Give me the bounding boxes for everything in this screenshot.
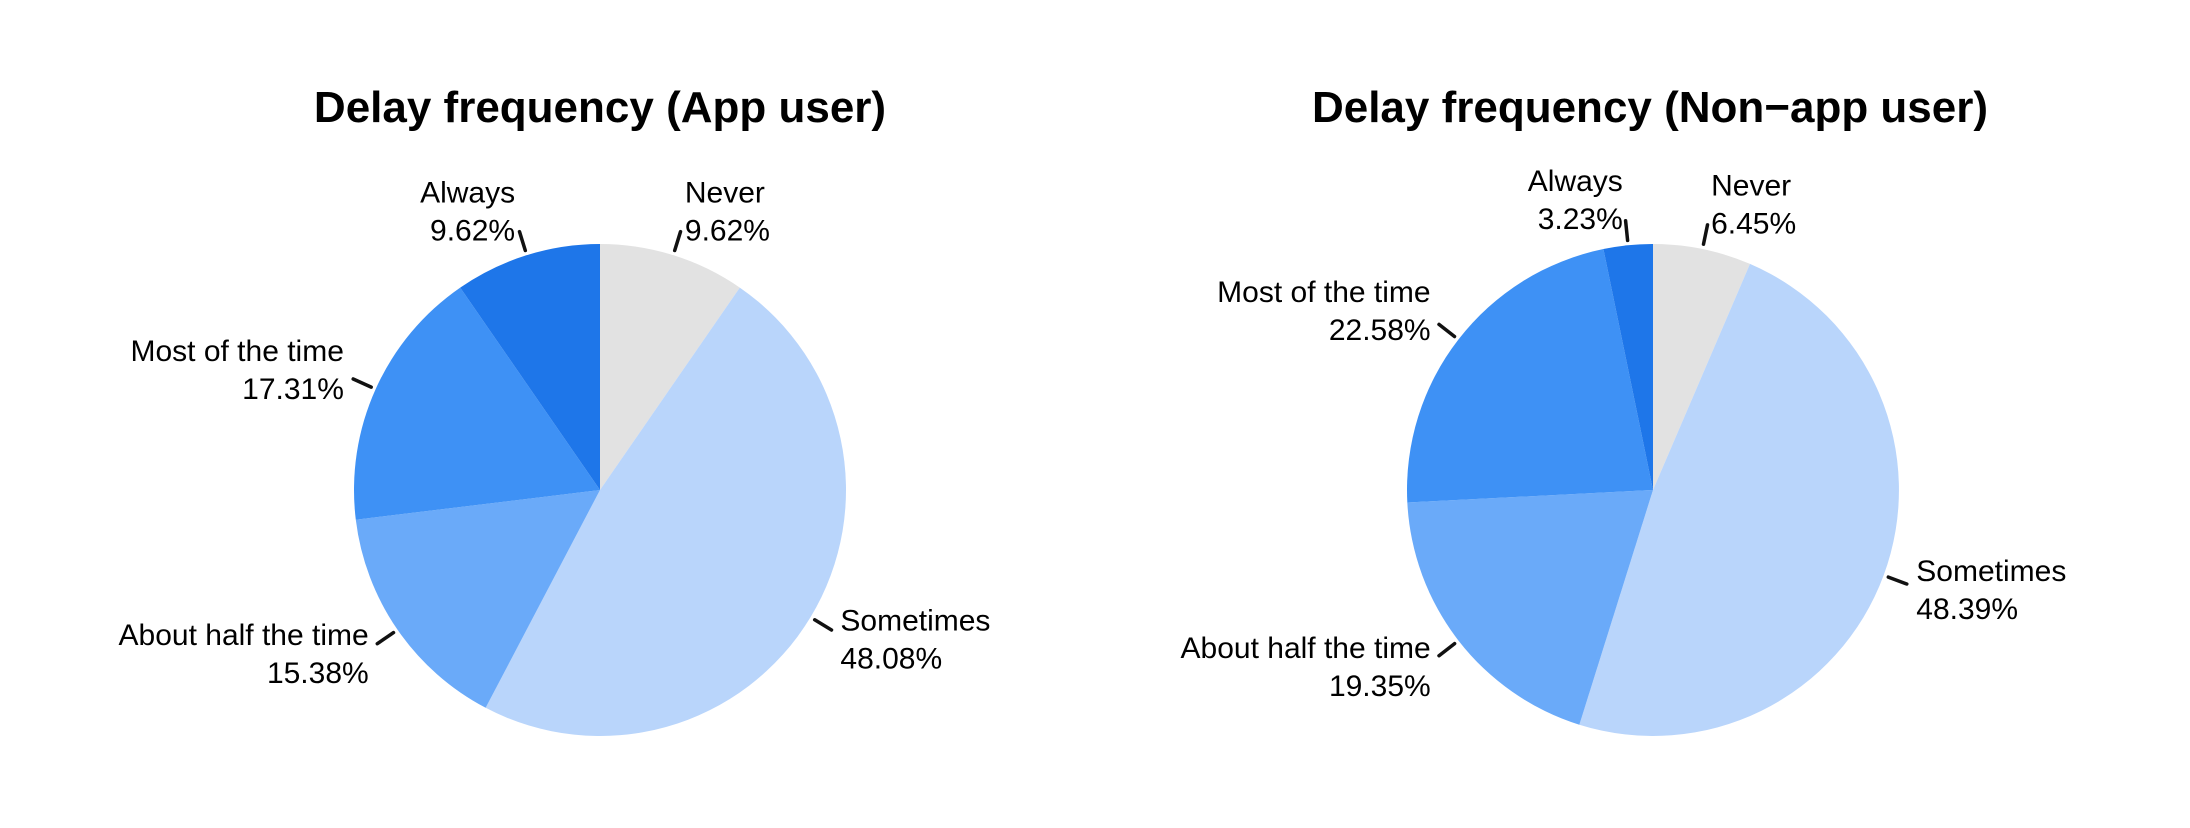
chart-title-non-app-user: Delay frequency (Non−app user) <box>1312 83 1988 132</box>
label-leader-most-of-the-time <box>1437 322 1457 339</box>
slice-label-about-half-the-time: About half the time 19.35% <box>1181 632 1431 703</box>
slice-label-always: Always 9.62% <box>420 177 515 248</box>
slice-label-percent: 6.45% <box>1711 207 1796 240</box>
slice-label-about-half-the-time: About half the time 15.38% <box>119 619 369 690</box>
pie-slice-always <box>460 244 600 490</box>
pie-slice-about-half-the-time <box>1407 490 1653 725</box>
pie-app-user: Never 9.62% Sometimes 48.08% About half the … <box>119 177 990 737</box>
label-leader-always <box>517 229 528 253</box>
slice-label-percent: 19.35% <box>1329 670 1431 703</box>
slice-label-name: About half the time <box>119 619 369 652</box>
slice-label-name: Sometimes <box>840 604 990 637</box>
slice-label-most-of-the-time: Most of the time 17.31% <box>130 335 343 406</box>
pie-slice-about-half-the-time <box>355 490 600 708</box>
pie-chart-non-app-user: Delay frequency (Non−app user) Never 6.45… <box>1095 0 2190 828</box>
pie-chart-app-user-canvas: Delay frequency (App user) Never 9.62% Som… <box>119 83 990 737</box>
slice-label-name: Never <box>685 177 765 210</box>
slice-label-never: Never 9.62% <box>685 177 770 248</box>
slice-label-name: Always <box>1528 165 1623 198</box>
slice-label-name: Most of the time <box>1217 276 1430 309</box>
pie-non-app-user: Never 6.45% Sometimes 48.39% About half the … <box>1181 165 2066 736</box>
label-leader-about-half-the-time <box>375 630 396 646</box>
label-leader-sometimes <box>1886 575 1909 586</box>
pie-chart-app-user: Delay frequency (App user) Never 9.62% Som… <box>119 83 990 737</box>
pie-slice-never <box>600 244 740 490</box>
label-leader-always <box>1623 219 1630 243</box>
label-leader-sometimes <box>812 618 834 632</box>
slice-label-name: About half the time <box>1181 632 1431 665</box>
label-leader-most-of-the-time <box>351 377 373 389</box>
slice-label-percent: 3.23% <box>1538 203 1623 236</box>
pie-slice-sometimes <box>485 287 847 737</box>
slice-label-name: Most of the time <box>130 335 343 368</box>
slice-label-percent: 15.38% <box>267 657 369 690</box>
slice-label-percent: 22.58% <box>1329 314 1431 347</box>
label-leader-never <box>1701 223 1710 246</box>
pie-slice-always <box>1603 244 1653 490</box>
slice-label-name: Sometimes <box>1916 555 2066 588</box>
slice-label-name: Always <box>420 177 515 210</box>
slice-label-sometimes: Sometimes 48.08% <box>840 604 990 675</box>
slice-label-always: Always 3.23% <box>1528 165 1623 236</box>
slice-label-percent: 48.39% <box>1916 593 2018 626</box>
slice-label-name: Never <box>1711 169 1791 202</box>
pie-chart-non-app-user-canvas: Delay frequency (Non−app user) Never 6.45… <box>1181 83 2066 736</box>
pie-slice-never <box>1653 244 1750 490</box>
slice-label-sometimes: Sometimes 48.39% <box>1916 555 2066 626</box>
slice-label-most-of-the-time: Most of the time 22.58% <box>1217 276 1430 347</box>
pie-slice-most-of-the-time <box>1407 249 1653 503</box>
slice-label-percent: 48.08% <box>840 642 942 675</box>
slice-label-never: Never 6.45% <box>1711 169 1796 240</box>
label-leader-about-half-the-time <box>1437 641 1457 658</box>
slice-label-percent: 9.62% <box>430 215 515 248</box>
slice-label-percent: 9.62% <box>685 215 770 248</box>
pie-slice-sometimes <box>1579 263 1899 736</box>
pie-slice-most-of-the-time <box>353 287 600 520</box>
label-leader-never <box>672 229 683 253</box>
slice-label-percent: 17.31% <box>242 373 344 406</box>
chart-title-app-user: Delay frequency (App user) <box>314 83 886 132</box>
